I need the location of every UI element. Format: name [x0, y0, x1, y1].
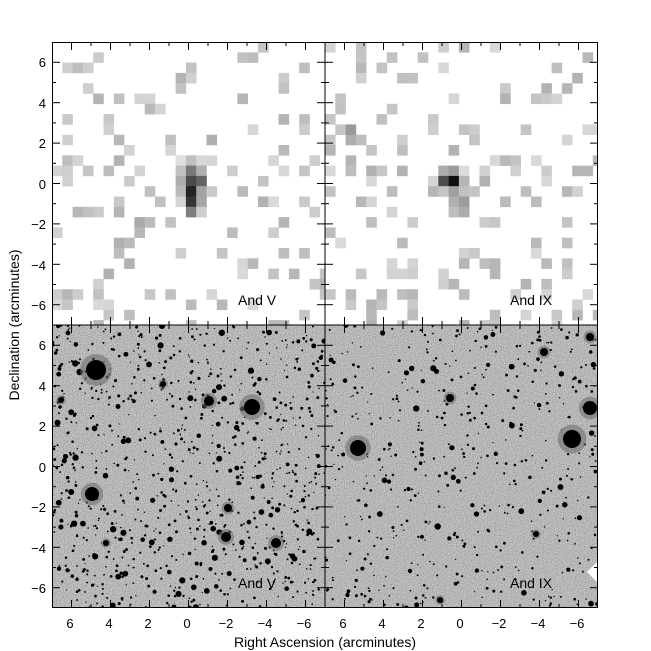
x-tick-label: 4 [105, 616, 112, 631]
y-tick-labels-bottom: 6 4 2 0 −2 −4 −6 [31, 338, 46, 596]
star-field-and-v [52, 325, 325, 608]
panel-top-left [52, 42, 325, 325]
star-field-and-ix [325, 325, 598, 608]
density-pixels-and-ix [325, 42, 598, 325]
y-tick-label: −6 [31, 298, 46, 313]
x-tick-label: 2 [417, 616, 424, 631]
y-tick-label: 4 [39, 379, 46, 394]
y-axis-title: Declination (arcminutes) [6, 250, 22, 401]
y-tick-label: −4 [31, 541, 46, 556]
x-tick-label: 6 [339, 616, 346, 631]
panel-top-right [325, 42, 598, 325]
x-tick-label: −6 [297, 616, 312, 631]
x-tick-label: 6 [66, 616, 73, 631]
panel-bottom-left [52, 325, 325, 608]
panel-label-and-ix-bottom: And IX [510, 575, 553, 591]
x-tick-label: −2 [219, 616, 234, 631]
panel-bottom-right [325, 325, 598, 608]
x-tick-label: −2 [492, 616, 507, 631]
y-tick-label: 4 [39, 96, 46, 111]
x-tick-label: 0 [183, 616, 190, 631]
density-pixels-and-v [52, 42, 325, 325]
panel-frames [52, 42, 598, 608]
y-tick-label: 0 [39, 460, 46, 475]
panel-label-and-v-top: And V [238, 292, 277, 308]
x-tick-label: −4 [258, 616, 273, 631]
y-tick-label: 6 [39, 338, 46, 353]
panel-label-and-ix-top: And IX [510, 292, 553, 308]
y-tick-label: 2 [39, 136, 46, 151]
x-tick-label: 4 [378, 616, 385, 631]
x-tick-label: 0 [456, 616, 463, 631]
y-tick-label: 0 [39, 177, 46, 192]
x-tick-label: −4 [531, 616, 546, 631]
x-tick-labels: 6 4 2 0 −2 −4 −6 6 4 2 0 −2 −4 −6 [66, 616, 584, 631]
panel-label-and-v-bottom: And V [238, 575, 277, 591]
y-tick-label: 2 [39, 419, 46, 434]
x-axis-title: Right Ascension (arcminutes) [234, 634, 416, 650]
x-tick-label: 2 [144, 616, 151, 631]
y-tick-label: −2 [31, 500, 46, 515]
y-tick-label: −4 [31, 258, 46, 273]
axis-ticks [52, 42, 598, 608]
y-tick-label: 6 [39, 55, 46, 70]
y-tick-labels-top: 6 4 2 0 −2 −4 −6 [31, 55, 46, 313]
y-tick-label: −2 [31, 217, 46, 232]
x-tick-label: −6 [570, 616, 585, 631]
y-tick-label: −6 [31, 581, 46, 596]
